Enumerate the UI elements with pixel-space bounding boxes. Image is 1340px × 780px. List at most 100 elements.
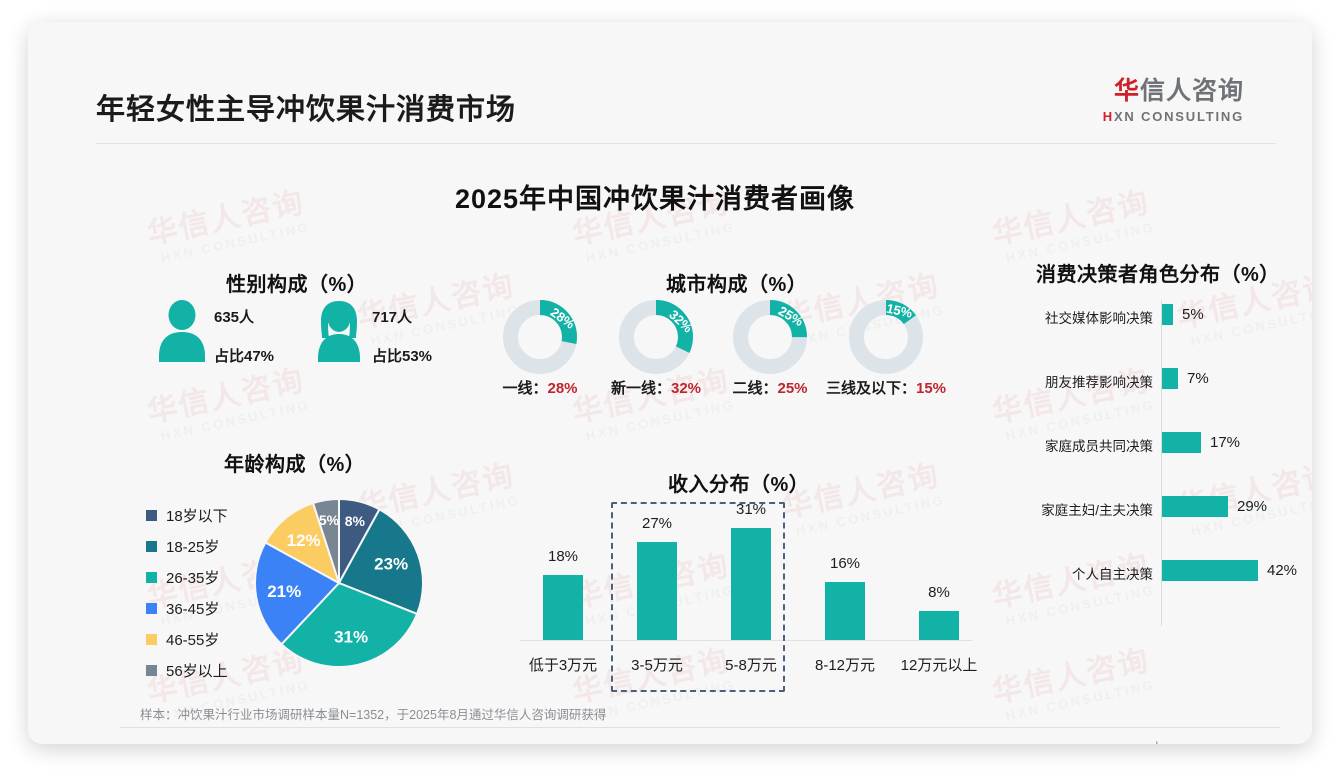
income-bar[interactable] — [543, 575, 583, 640]
page-title: 年轻女性主导冲饮果汁消费市场 — [96, 94, 517, 126]
legend-swatch-icon — [146, 541, 157, 552]
logo-english-rest: XN CONSULTING — [1113, 108, 1244, 124]
logo-char-hua: 华 — [1113, 77, 1140, 105]
section-title-decision: 消费决策者角色分布（%） — [1036, 264, 1280, 286]
age-legend-label: 36-45岁 — [166, 601, 220, 618]
age-legend-item[interactable]: 46-55岁 — [146, 624, 228, 655]
footer-divider — [120, 727, 1280, 728]
logo-chinese-rest: 信人咨询 — [1139, 77, 1244, 105]
slide-card: 华信人咨询 HXN CONSULTING 华信人咨询 HXN CONSULTING 华信… — [28, 22, 1312, 744]
income-category-label: 5-8万元 — [725, 657, 777, 674]
decision-value-label: 42% — [1267, 562, 1298, 579]
decision-category-label: 家庭主妇/主夫决策 — [1041, 503, 1153, 518]
city-value-label: 25% — [777, 380, 808, 397]
header-divider — [96, 143, 1276, 144]
decision-value-label: 29% — [1237, 498, 1268, 515]
gender-count: 717人 — [372, 309, 413, 326]
decision-bar[interactable] — [1162, 432, 1201, 453]
copyright-text: ©2025.10 HXR华信人咨询 — [120, 740, 267, 744]
watermark-english: HXN CONSULTING — [794, 492, 947, 539]
watermark-chinese: 华信人咨询 — [989, 643, 1153, 710]
donut-value-arc — [849, 300, 923, 374]
decision-bar[interactable] — [1162, 368, 1178, 389]
age-pie-value-label: 23% — [374, 555, 408, 574]
male-silhouette-icon — [159, 300, 205, 362]
city-donut-caption: 一线：28% — [460, 377, 620, 398]
female-silhouette-icon — [318, 301, 360, 362]
chart-main-title: 2025年中国冲饮果汁消费者画像 — [28, 177, 1312, 216]
city-donut-chart: 28% — [498, 295, 582, 384]
age-legend-item[interactable]: 36-45岁 — [146, 593, 228, 624]
age-legend-item[interactable]: 56岁以上 — [146, 655, 228, 686]
section-title-age: 年龄构成（%） — [224, 454, 366, 476]
city-donut-chart: 15% — [844, 295, 928, 384]
age-legend-item[interactable]: 18岁以下 — [146, 500, 228, 531]
city-donut-chart: 32% — [614, 295, 698, 384]
legend-swatch-icon — [146, 665, 157, 676]
section-title-city: 城市构成（%） — [666, 274, 808, 296]
decision-category-label: 个人自主决策 — [1072, 567, 1153, 582]
decision-bar[interactable] — [1162, 560, 1258, 581]
city-donut-chart: 25% — [728, 295, 812, 384]
age-pie-value-label: 31% — [334, 628, 368, 647]
gender-share: 占比53% — [372, 348, 433, 365]
city-value-label: 32% — [670, 380, 702, 397]
city-donut-caption: 新一线：32% — [576, 377, 736, 398]
age-legend-item[interactable]: 18-25岁 — [146, 531, 228, 562]
sample-footnote: 样本：冲饮果汁行业市场调研样本量N=1352，于2025年8月通过华信人咨询调研… — [140, 708, 607, 722]
donut-value-label: 15% — [885, 301, 914, 321]
income-value-label: 18% — [547, 548, 579, 565]
age-pie-slice[interactable] — [280, 581, 419, 668]
decision-value-label: 7% — [1187, 370, 1209, 387]
city-value-label: 28% — [547, 380, 578, 397]
age-legend-label: 18岁以下 — [166, 508, 228, 525]
city-donut-caption: 三线及以下：15% — [806, 377, 966, 398]
brand-logo: 华信人咨询 HXN CONSULTING — [1102, 77, 1244, 124]
age-pie-slice[interactable] — [254, 541, 341, 646]
age-pie-value-label: 8% — [345, 513, 366, 529]
income-bar[interactable] — [731, 528, 771, 640]
legend-swatch-icon — [146, 634, 157, 645]
decision-category-label: 家庭成员共同决策 — [1045, 439, 1153, 454]
city-name-label: 新一线： — [610, 380, 671, 397]
age-pie-value-label: 21% — [267, 582, 301, 601]
gender-male-stats: 635人占比47% — [214, 306, 274, 366]
logo-char-h: H — [1102, 108, 1114, 124]
age-legend-label: 56岁以上 — [166, 663, 228, 680]
logo-chinese: 华信人咨询 — [1103, 77, 1244, 106]
city-name-label: 三线及以下： — [825, 380, 916, 397]
age-pie-slice[interactable] — [337, 508, 424, 616]
watermark-english: HXN CONSULTING — [584, 219, 737, 266]
income-baseline-axis — [520, 640, 972, 641]
age-pie-svg-holder: 8% 23% 31% 21% 12% 5% — [253, 497, 425, 674]
age-pie-legend: 18岁以下 18-25岁 26-35岁 36-45岁 46-55岁 56岁以上 — [146, 500, 228, 686]
age-legend-label: 18-25岁 — [166, 539, 220, 556]
income-category-label: 低于3万元 — [528, 657, 598, 674]
donut-value-arc — [503, 300, 577, 374]
watermark-english: HXN CONSULTING — [584, 397, 737, 444]
gender-male-block — [156, 300, 208, 367]
gender-count: 635人 — [214, 309, 255, 326]
gender-share: 占比47% — [214, 348, 275, 365]
section-title-income: 收入分布（%） — [668, 474, 810, 496]
decision-bar[interactable] — [1162, 496, 1228, 517]
age-pie-value-label: 12% — [287, 531, 321, 550]
income-bar[interactable] — [637, 542, 677, 640]
income-category-label: 8-12万元 — [814, 657, 876, 674]
age-legend-item[interactable]: 26-35岁 — [146, 562, 228, 593]
age-pie-slice[interactable] — [264, 501, 341, 586]
legend-swatch-icon — [146, 572, 157, 583]
decision-bar[interactable] — [1162, 304, 1173, 325]
watermark-english: HXN CONSULTING — [1189, 302, 1312, 349]
income-bar[interactable] — [919, 611, 959, 640]
income-bar[interactable] — [825, 582, 865, 640]
decision-value-label: 17% — [1210, 434, 1241, 451]
income-highlight-box — [611, 502, 785, 692]
decision-value-axis — [1161, 300, 1162, 626]
watermark-chinese: 华信人咨询 — [144, 363, 308, 430]
age-pie-slice[interactable] — [311, 497, 340, 584]
income-category-label: 3-5万元 — [631, 657, 683, 674]
decision-category-label: 社交媒体影响决策 — [1045, 311, 1153, 326]
